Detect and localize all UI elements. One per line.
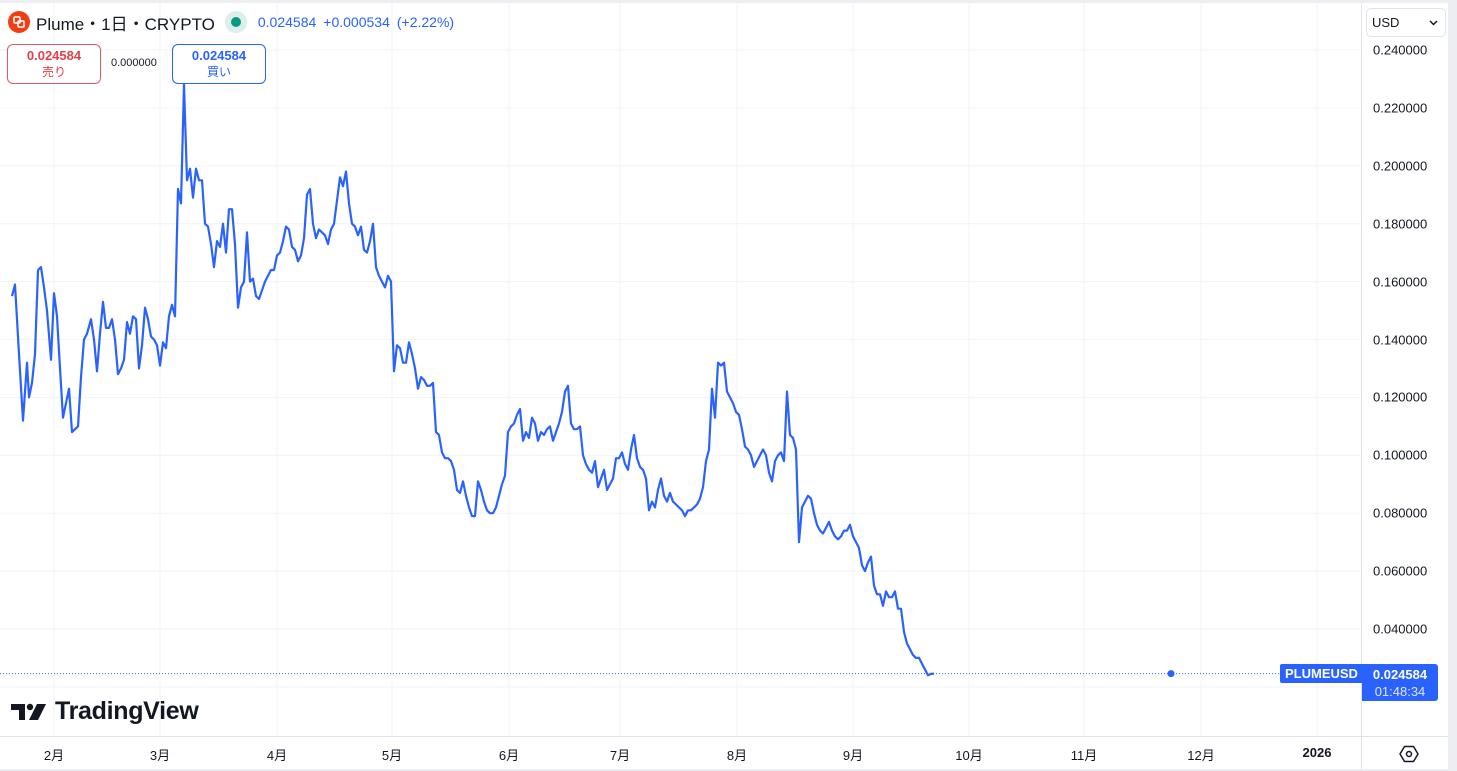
tradingview-logo-icon (11, 703, 46, 720)
price-axis[interactable]: 0.240000 0.220000 0.200000 0.180000 0.160000… (1361, 3, 1449, 736)
price-line (10, 83, 935, 677)
price-change-percent: (+2.22%) (396, 14, 455, 30)
chevron-down-icon (1429, 19, 1438, 26)
sell-button[interactable]: 0.024584 売り (7, 44, 101, 84)
currency-value: USD (1372, 15, 1400, 30)
last-price: 0.024584 (257, 14, 317, 30)
price-tick: 0.180000 (1373, 216, 1428, 232)
current-price-label: 0.024584 01:48:34 (1362, 664, 1438, 701)
last-price-dot (1167, 670, 1175, 678)
axis-corner (1361, 736, 1449, 770)
time-tick: 12月 (1187, 748, 1215, 763)
price-tick: 0.220000 (1373, 100, 1428, 116)
plume-logo-icon (8, 11, 30, 33)
time-tick: 11月 (1070, 748, 1098, 763)
current-price-value: 0.024584 (1372, 666, 1428, 682)
chart-plot-area[interactable] (0, 3, 1361, 736)
time-tick: 7月 (609, 748, 631, 763)
spread-value: 0.000000 (111, 57, 157, 69)
time-tick: 2月 (43, 748, 65, 763)
top-border (0, 0, 1457, 3)
time-tick: 9月 (842, 748, 864, 763)
time-tick: 2026 (1302, 745, 1332, 760)
price-tick: 0.120000 (1373, 389, 1428, 405)
buy-label: 買い (206, 65, 231, 79)
symbol-price-tag: PLUMEUSD (1280, 664, 1363, 683)
buy-price: 0.024584 (191, 48, 247, 63)
buy-button[interactable]: 0.024584 買い (172, 44, 266, 84)
settings-icon[interactable] (1399, 744, 1419, 764)
sell-label: 売り (41, 65, 66, 79)
time-axis[interactable]: 2月 3月 4月 5月 6月 7月 8月 9月 10月 11月 12月 2026 (0, 736, 1361, 770)
price-tick: 0.040000 (1373, 621, 1428, 637)
price-tick: 0.060000 (1373, 563, 1428, 579)
time-tick: 10月 (955, 748, 983, 763)
bar-countdown: 01:48:34 (1374, 683, 1426, 699)
price-tick: 0.200000 (1373, 158, 1428, 174)
right-edge (1448, 0, 1457, 771)
price-tick: 0.140000 (1373, 332, 1428, 347)
time-tick: 6月 (498, 748, 520, 763)
market-status-icon[interactable] (224, 11, 247, 33)
tradingview-wordmark: TradingView (55, 697, 199, 725)
time-tick: 8月 (726, 748, 748, 763)
chart-grid (0, 3, 1361, 736)
sell-price: 0.024584 (26, 48, 82, 63)
price-change: +0.000534 (323, 14, 390, 30)
price-tick: 0.160000 (1373, 274, 1428, 290)
price-tick: 0.080000 (1373, 505, 1428, 521)
bottom-border (0, 769, 1457, 771)
time-tick: 5月 (381, 748, 403, 763)
time-tick: 4月 (266, 748, 288, 763)
currency-select[interactable]: USD (1366, 8, 1446, 37)
price-tick: 0.100000 (1373, 447, 1428, 463)
time-tick: 3月 (149, 748, 171, 763)
symbol-title[interactable]: Plume・1日・CRYPTO (36, 14, 215, 34)
price-tick: 0.240000 (1373, 42, 1428, 58)
tradingview-logo[interactable]: TradingView (11, 697, 199, 726)
symbol-legend[interactable]: Plume・1日・CRYPTO 0.024584 +0.000534 (+2.2… (8, 10, 461, 34)
